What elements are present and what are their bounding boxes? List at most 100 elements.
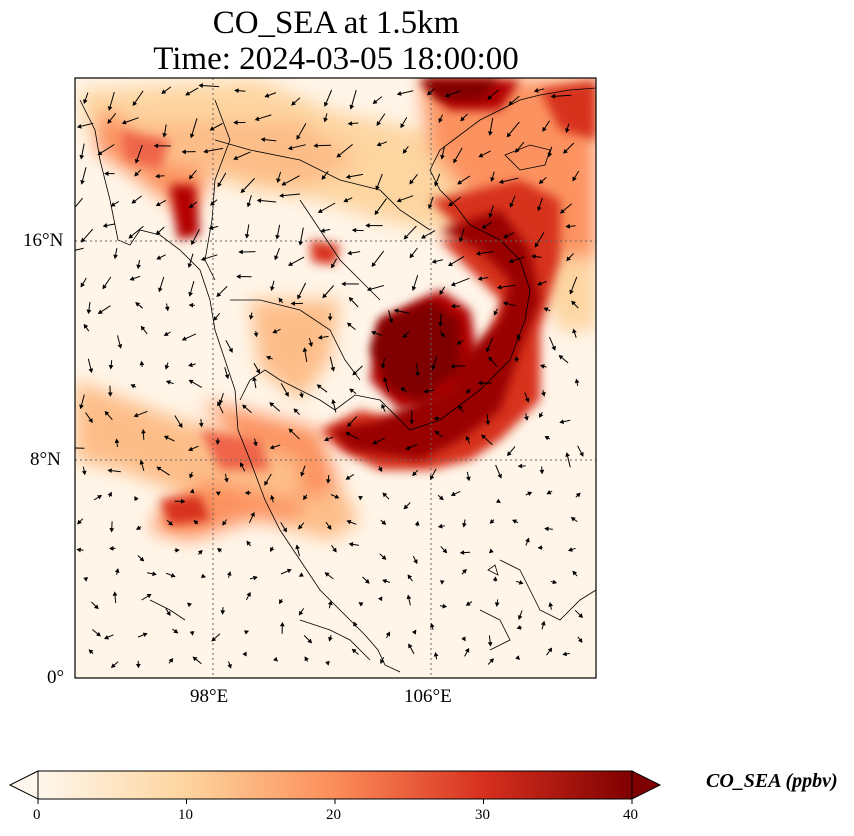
wind-arrow-head <box>253 441 258 447</box>
wind-arrow-head <box>246 591 251 597</box>
wind-arrow-head <box>164 364 170 370</box>
wind-arrow-head <box>270 494 275 500</box>
wind-arrow-head <box>107 392 113 397</box>
wind-arrow-head <box>320 228 326 233</box>
wind-arrow-head <box>485 420 491 426</box>
wind-arrow-head <box>209 201 215 206</box>
wind-arrow-head <box>524 397 530 403</box>
wind-arrow-head <box>322 293 328 299</box>
wind-arrow-head <box>189 473 194 479</box>
wind-arrow-head <box>244 233 250 239</box>
wind-arrow-head <box>278 297 284 303</box>
wind-arrow-head <box>460 116 465 122</box>
wind-arrow-head <box>423 388 429 394</box>
wind-arrow-head <box>487 642 493 647</box>
wind-arrow-head <box>317 334 323 340</box>
wind-arrow-head <box>201 573 206 579</box>
wind-arrow-head <box>269 402 275 407</box>
lon-tick-label: 106°E <box>404 686 452 707</box>
wind-arrow-head <box>290 301 295 306</box>
wind-arrow-head <box>381 520 387 525</box>
wind-arrow-head <box>302 347 308 353</box>
wind-arrow-head <box>546 490 552 495</box>
wind-arrow-head <box>448 261 453 267</box>
wind-arrow-head <box>242 404 247 410</box>
wind-arrow-head <box>155 201 161 206</box>
wind-arrow-head <box>291 100 296 106</box>
wind-arrow-head <box>321 174 327 180</box>
wind-arrow-head <box>81 470 87 476</box>
wind-arrow-head <box>565 452 570 458</box>
wind-arrow-head <box>93 604 99 610</box>
wind-arrow-head <box>381 403 386 409</box>
wind-arrow-head <box>110 202 116 207</box>
wind-arrow-head <box>563 148 568 154</box>
wind-arrow-shaft <box>75 247 84 251</box>
wind-arrow-head <box>198 83 203 88</box>
wind-arrow-head <box>457 180 463 185</box>
wind-arrow-head <box>377 596 383 602</box>
wind-arrow-head <box>161 89 167 94</box>
wind-arrow-head <box>440 332 445 338</box>
wind-arrow-head <box>140 325 146 331</box>
map-title-line2: Time: 2024-03-05 18:00:00 <box>153 41 519 77</box>
wind-arrow-head <box>162 132 168 138</box>
wind-arrow-head <box>328 636 333 642</box>
wind-arrow-head <box>178 423 183 428</box>
wind-arrow-head <box>402 148 408 154</box>
wind-arrow-head <box>465 388 471 394</box>
wind-arrow-head <box>281 181 287 186</box>
wind-arrow-head <box>543 307 549 312</box>
wind-arrow-head <box>253 332 259 338</box>
wind-arrow-head <box>109 546 114 551</box>
wind-arrow-head <box>83 577 89 582</box>
wind-arrow-head <box>295 544 300 550</box>
lon-tick-label: 98°E <box>190 686 229 707</box>
wind-arrow-head <box>490 177 495 182</box>
wind-arrow-head <box>134 158 140 164</box>
wind-arrow-head <box>102 284 107 290</box>
wind-arrow-head <box>88 418 93 424</box>
wind-arrow-head <box>481 224 487 229</box>
wind-arrow-head <box>248 315 254 320</box>
wind-arrow-head <box>104 635 110 640</box>
wind-arrow-head <box>293 408 299 414</box>
wind-arrow-head <box>400 387 406 392</box>
wind-arrow-head <box>495 498 501 503</box>
wind-arrow-head <box>132 101 138 107</box>
wind-arrow-head <box>364 578 370 584</box>
wind-arrow-head <box>559 419 565 425</box>
wind-arrow-head <box>298 610 304 616</box>
wind-arrow-head <box>365 223 370 228</box>
wind-arrow-head <box>400 123 405 129</box>
wind-arrow-head <box>316 384 322 389</box>
wind-arrow-head <box>79 154 85 160</box>
wind-arrow-head <box>465 435 471 441</box>
wind-arrow-head <box>525 537 530 543</box>
wind-arrow-head <box>134 171 140 177</box>
coastlines <box>79 87 596 673</box>
wind-arrow-head <box>440 154 445 160</box>
wind-arrow-head <box>133 412 139 418</box>
wind-arrow-head <box>76 123 82 129</box>
wind-arrow-head <box>579 451 584 457</box>
wind-arrow-head <box>450 363 455 369</box>
wind-arrow-head <box>284 391 289 397</box>
wind-arrow-head <box>512 519 518 524</box>
wind-arrow-head <box>403 504 409 510</box>
wind-arrow-head <box>209 126 215 131</box>
wind-arrow-head <box>456 340 462 345</box>
wind-arrow-head <box>444 92 450 98</box>
wind-arrow-head <box>341 281 346 287</box>
wind-arrow-head <box>250 511 255 517</box>
wind-arrow-head <box>155 173 160 179</box>
wind-arrow-head <box>407 574 413 580</box>
wind-arrow-head <box>409 420 415 425</box>
wind-arrow-head <box>240 188 246 194</box>
wind-arrow-head <box>135 302 141 307</box>
wind-arrow-head <box>345 432 351 437</box>
wind-arrow-head <box>411 629 417 635</box>
wind-arrow-head <box>131 199 137 204</box>
wind-arrow-head <box>375 185 380 191</box>
